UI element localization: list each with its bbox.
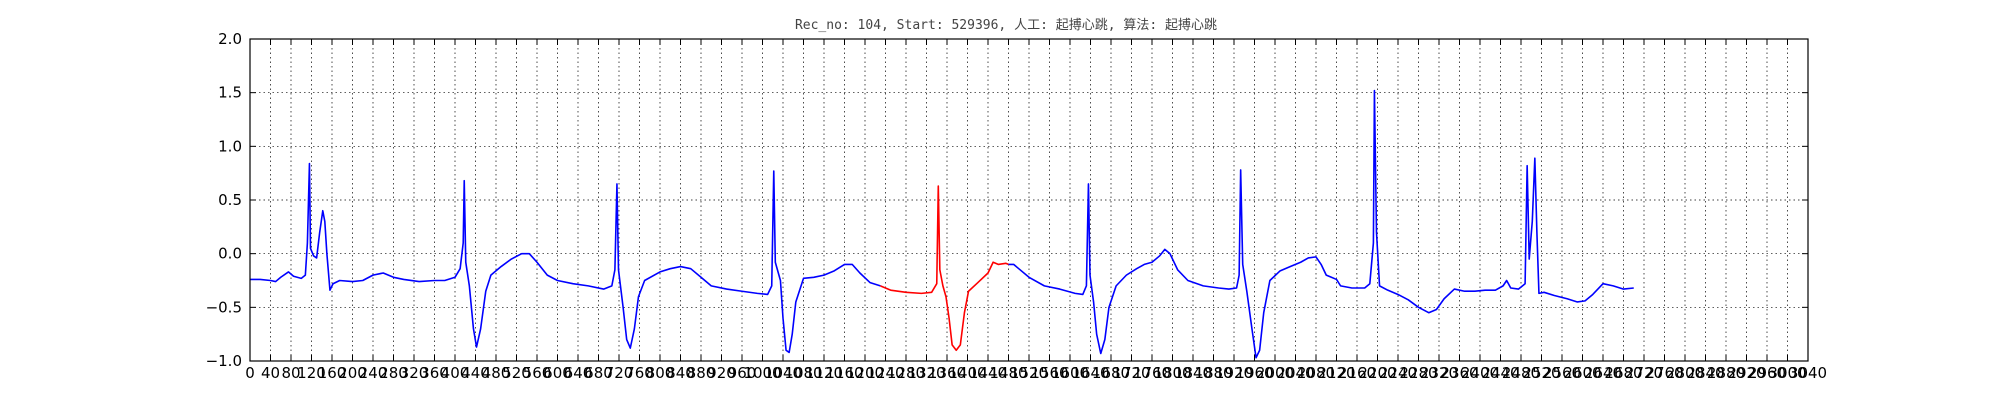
- x-tick-label-15: 600: [543, 364, 572, 382]
- x-tick-label-46: 1840: [1174, 364, 1212, 382]
- x-tick-label-25: 1000: [743, 364, 781, 382]
- chart-title: Rec_no: 104, Start: 529396, 人工: 起搏心跳, 算法…: [795, 17, 1217, 33]
- series-line-1: [880, 185, 1009, 352]
- x-tick-label-41: 1640: [1071, 364, 1109, 382]
- x-tick-label-27: 1080: [784, 364, 822, 382]
- x-tick-label-17: 680: [584, 364, 613, 382]
- x-tick-label-50: 2000: [1256, 364, 1294, 382]
- series-line-2: [1008, 89, 1634, 359]
- x-tick-label-36: 1440: [969, 364, 1007, 382]
- x-tick-label-67: 2680: [1604, 364, 1642, 382]
- x-tick-label-75: 3000: [1768, 364, 1806, 382]
- x-tick-label-18: 720: [605, 364, 634, 382]
- x-tick-label-14: 560: [523, 364, 552, 382]
- x-tick-label-9: 360: [420, 364, 449, 382]
- x-tick-label-24: 960: [728, 364, 757, 382]
- x-tick-label-13: 520: [502, 364, 531, 382]
- x-tick-label-23: 920: [707, 364, 736, 382]
- x-tick-label-39: 1560: [1030, 364, 1068, 382]
- y-tick-label-3: 0.5: [218, 191, 242, 209]
- x-tick-label-47: 1880: [1194, 364, 1232, 382]
- x-tick-label-53: 2120: [1317, 364, 1355, 382]
- x-tick-label-2: 80: [281, 364, 300, 382]
- x-tick-label-49: 1960: [1235, 364, 1273, 382]
- x-tick-label-7: 280: [379, 364, 408, 382]
- x-axis: 0 40 8012016020024028032036040044048052056…: [245, 39, 1827, 382]
- x-tick-label-19: 760: [625, 364, 654, 382]
- y-tick-label-2: 0.0: [218, 245, 242, 263]
- y-tick-label-5: 1.5: [218, 84, 242, 102]
- x-tick-label-57: 2280: [1399, 364, 1437, 382]
- x-tick-label-64: 2560: [1543, 364, 1581, 382]
- x-tick-label-65: 2600: [1563, 364, 1601, 382]
- x-tick-label-61: 2440: [1481, 364, 1519, 382]
- x-tick-label-33: 1320: [907, 364, 945, 382]
- x-tick-label-59: 2360: [1440, 364, 1478, 382]
- x-tick-label-0: 0: [245, 364, 255, 382]
- x-tick-label-6: 240: [359, 364, 388, 382]
- x-tick-label-35: 1400: [948, 364, 986, 382]
- y-axis: −1.0 −0.5 0.0 0.5 1.0 1.5 2.0: [206, 30, 1808, 370]
- x-tick-label-12: 480: [482, 364, 511, 382]
- x-tick-label-28: 1120: [805, 364, 843, 382]
- x-tick-label-60: 2400: [1461, 364, 1499, 382]
- x-tick-label-32: 1280: [887, 364, 925, 382]
- x-tick-label-8: 320: [400, 364, 429, 382]
- x-tick-label-45: 1800: [1153, 364, 1191, 382]
- x-tick-label-43: 1720: [1112, 364, 1150, 382]
- x-tick-label-56: 2240: [1379, 364, 1417, 382]
- series-group: [250, 89, 1634, 359]
- x-tick-label-5: 200: [338, 364, 367, 382]
- x-tick-label-11: 440: [461, 364, 490, 382]
- x-tick-label-38: 1520: [1010, 364, 1048, 382]
- x-tick-label-44: 1760: [1133, 364, 1171, 382]
- x-tick-label-34: 1360: [928, 364, 966, 382]
- x-tick-label-29: 1160: [825, 364, 863, 382]
- x-tick-label-66: 2640: [1584, 364, 1622, 382]
- y-tick-label-6: 2.0: [218, 30, 242, 48]
- x-tick-label-21: 840: [666, 364, 695, 382]
- x-tick-label-71: 2840: [1686, 364, 1724, 382]
- x-tick-label-26: 1040: [764, 364, 802, 382]
- x-tick-label-40: 1600: [1051, 364, 1089, 382]
- x-tick-label-69: 2760: [1645, 364, 1683, 382]
- x-tick-label-4: 160: [318, 364, 347, 382]
- x-tick-label-20: 800: [646, 364, 675, 382]
- x-tick-label-76: 3040: [1789, 364, 1827, 382]
- x-tick-label-62: 2480: [1502, 364, 1540, 382]
- x-tick-label-70: 2800: [1666, 364, 1704, 382]
- y-tick-label-1: −0.5: [206, 298, 242, 316]
- x-tick-label-3: 120: [297, 364, 326, 382]
- x-tick-label-68: 2720: [1625, 364, 1663, 382]
- x-tick-label-1: 40: [261, 364, 280, 382]
- y-tick-label-0: −1.0: [206, 352, 242, 370]
- series-line-0: [250, 162, 881, 354]
- grid: [250, 39, 1808, 361]
- x-tick-label-72: 2880: [1707, 364, 1745, 382]
- x-tick-label-31: 1240: [866, 364, 904, 382]
- x-tick-label-22: 880: [687, 364, 716, 382]
- x-tick-label-16: 640: [564, 364, 593, 382]
- x-tick-label-74: 2960: [1748, 364, 1786, 382]
- x-tick-label-48: 1920: [1215, 364, 1253, 382]
- x-tick-label-42: 1680: [1092, 364, 1130, 382]
- y-tick-label-4: 1.0: [218, 137, 242, 155]
- x-tick-label-30: 1200: [846, 364, 884, 382]
- x-tick-label-54: 2160: [1338, 364, 1376, 382]
- x-tick-label-73: 2920: [1727, 364, 1765, 382]
- x-tick-label-51: 2040: [1276, 364, 1314, 382]
- x-tick-label-52: 2080: [1297, 364, 1335, 382]
- x-tick-label-58: 2320: [1420, 364, 1458, 382]
- x-tick-label-37: 1480: [989, 364, 1027, 382]
- x-tick-label-10: 400: [441, 364, 470, 382]
- x-tick-label-55: 2200: [1358, 364, 1396, 382]
- x-tick-label-63: 2520: [1522, 364, 1560, 382]
